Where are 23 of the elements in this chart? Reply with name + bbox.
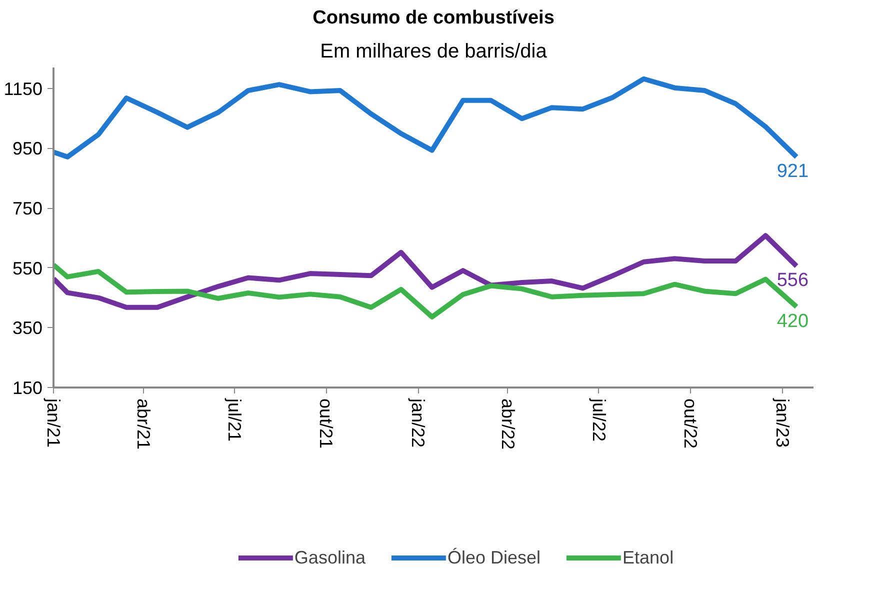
x-tick-label: jul/22 [588,398,609,442]
chart-title: Consumo de combustíveis [312,8,554,28]
chart-subtitle: Em milhares de barris/dia [320,40,548,62]
x-tick-label: abr/22 [498,398,518,450]
x-tick-label: out/22 [680,398,701,449]
data-label: 420 [776,310,809,332]
y-tick-label: 1150 [4,78,43,99]
x-tick-label: abr/21 [133,398,154,450]
y-tick-label: 350 [12,318,43,338]
legend-label: Óleo Diesel [447,547,541,568]
y-tick-label: 550 [12,258,43,278]
data-label: 921 [776,160,809,182]
x-tick-label: jan/23 [772,398,793,448]
legend-label: Etanol [622,547,674,568]
y-tick-label: 150 [12,378,43,398]
x-tick-label: out/21 [316,398,336,449]
y-tick-label: 950 [12,138,43,159]
x-tick-label: jan/22 [408,398,428,448]
x-tick-label: jan/21 [44,398,64,448]
legend-label: Gasolina [294,547,366,568]
data-label: 556 [776,270,809,292]
x-tick-label: jul/21 [224,398,244,442]
y-tick-label: 750 [12,198,43,219]
